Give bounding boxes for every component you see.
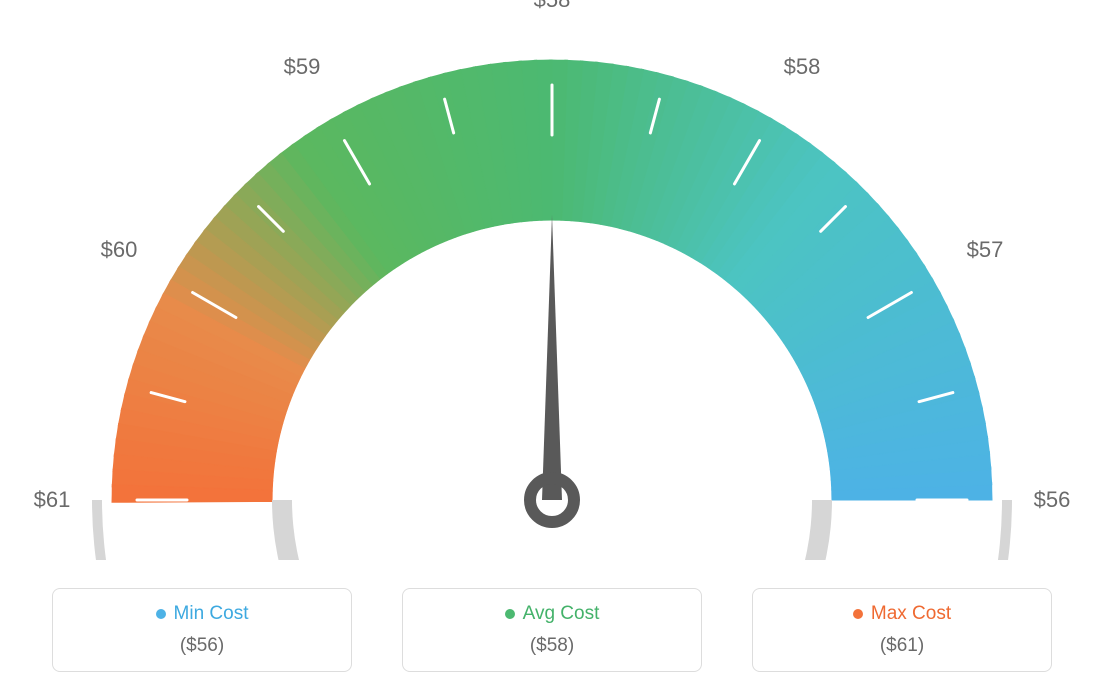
svg-text:$60: $60 bbox=[101, 237, 138, 262]
legend-value-max: ($61) bbox=[753, 635, 1051, 657]
svg-text:$57: $57 bbox=[967, 237, 1004, 262]
legend-label-max: Max Cost bbox=[871, 603, 951, 625]
legend-value-min: ($56) bbox=[53, 635, 351, 657]
legend-card-max: Max Cost ($61) bbox=[752, 588, 1052, 672]
legend-dot-max bbox=[853, 609, 863, 619]
cost-gauge: $56 $57 $58 $58 $59 $60 $61 bbox=[0, 0, 1104, 560]
svg-text:$59: $59 bbox=[284, 54, 321, 79]
svg-text:$61: $61 bbox=[34, 487, 71, 512]
legend-card-min: Min Cost ($56) bbox=[52, 588, 352, 672]
svg-text:$56: $56 bbox=[1034, 487, 1071, 512]
legend-label-min: Min Cost bbox=[174, 603, 249, 625]
legend-dot-min bbox=[156, 609, 166, 619]
legend-dot-avg bbox=[505, 609, 515, 619]
legend-label-avg: Avg Cost bbox=[523, 603, 600, 625]
legend-value-avg: ($58) bbox=[403, 635, 701, 657]
svg-text:$58: $58 bbox=[784, 54, 821, 79]
svg-text:$58: $58 bbox=[534, 0, 571, 12]
legend-card-avg: Avg Cost ($58) bbox=[402, 588, 702, 672]
legend-row: Min Cost ($56) Avg Cost ($58) Max Cost (… bbox=[0, 588, 1104, 672]
